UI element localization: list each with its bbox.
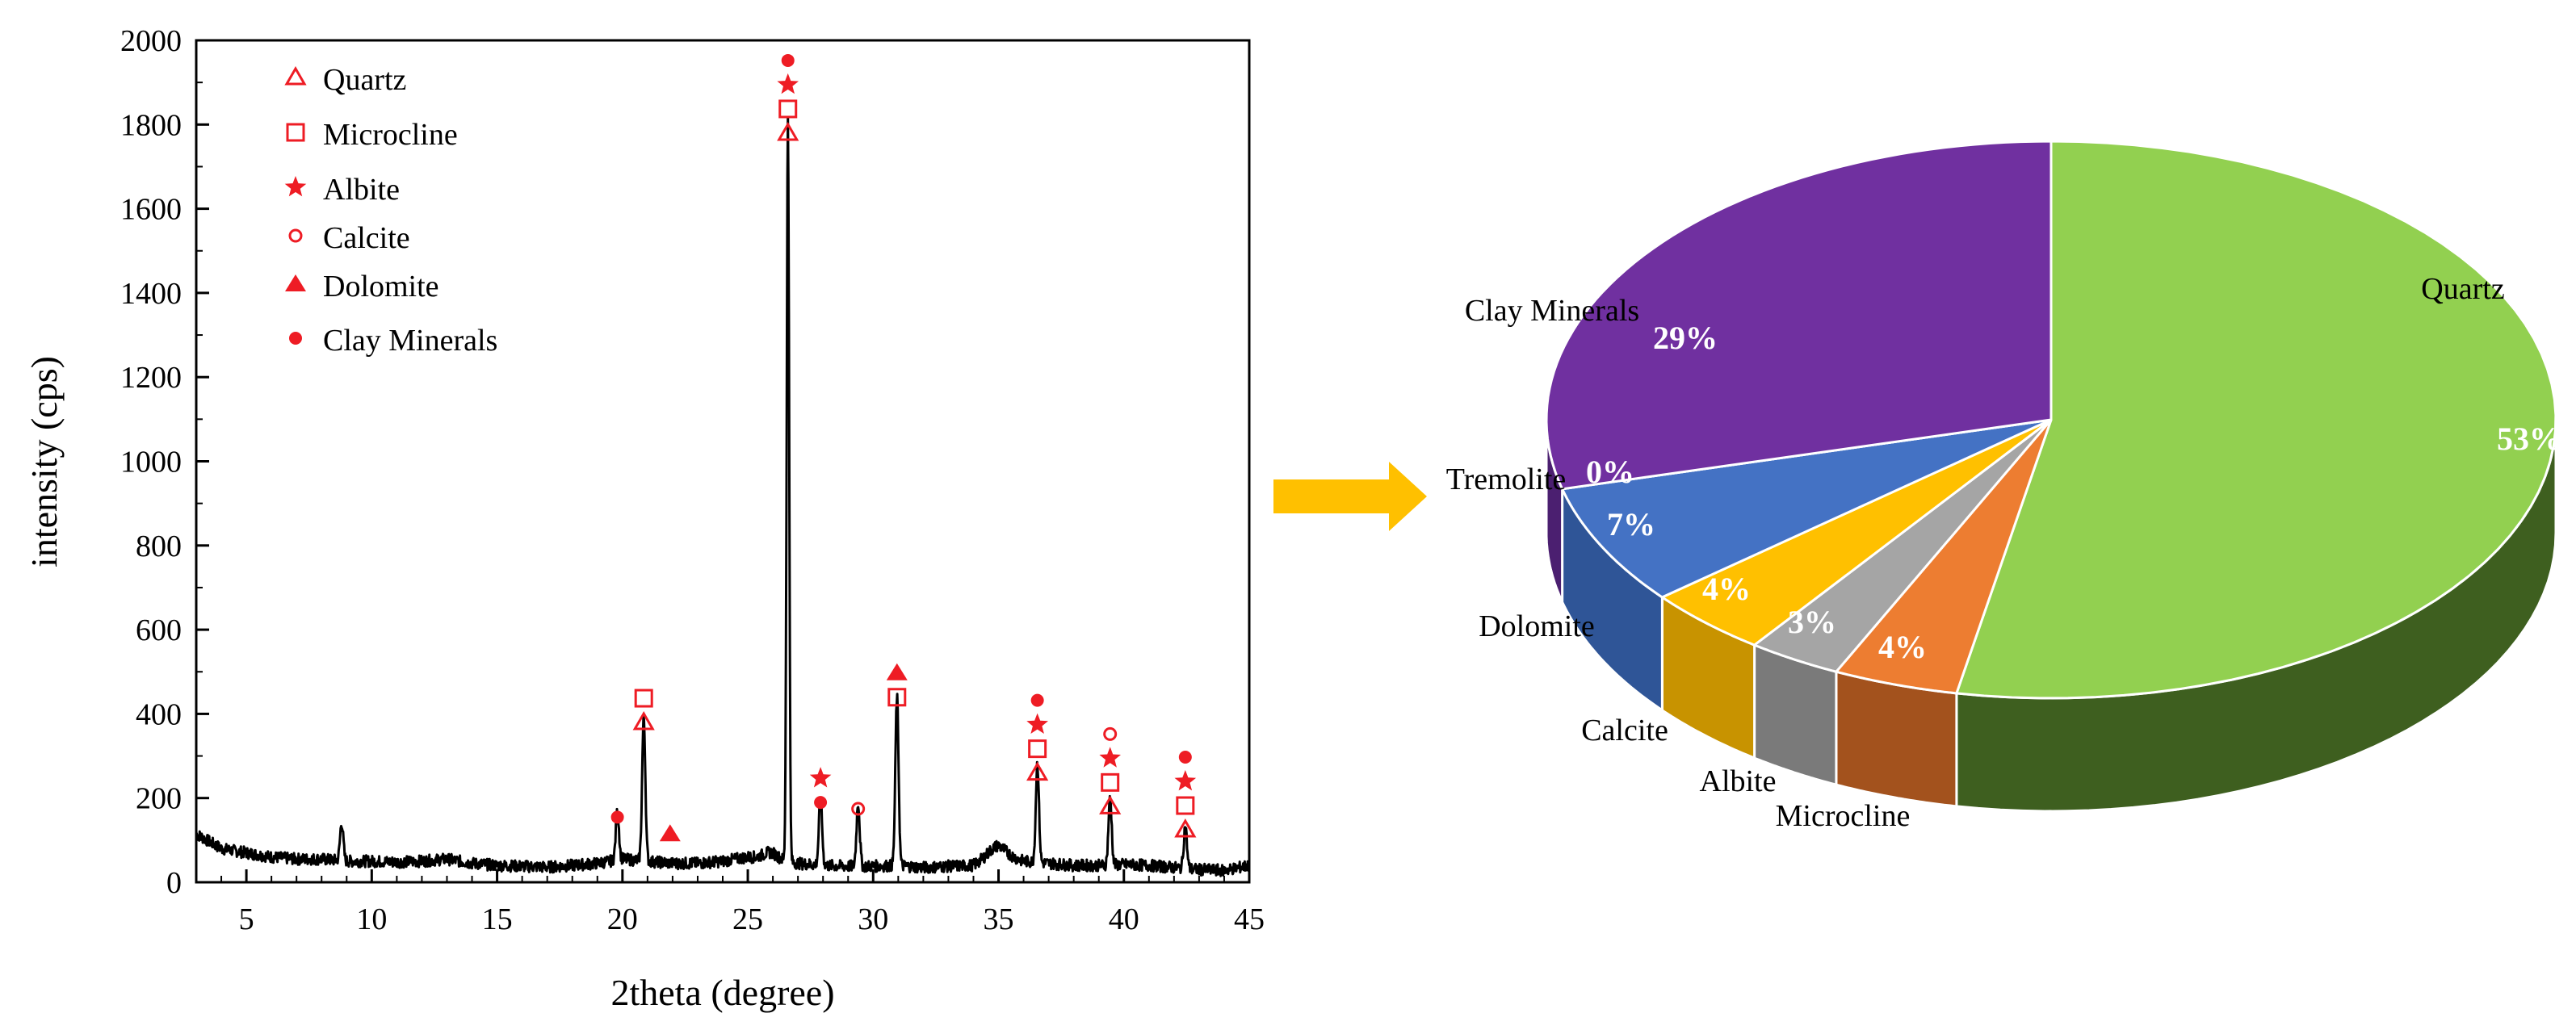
pie-category-label: Dolomite (1479, 609, 1595, 643)
albite-marker (284, 176, 307, 197)
albite-marker (1026, 713, 1048, 734)
albite-marker (777, 73, 799, 94)
microcline-marker (634, 689, 653, 708)
clay-minerals-marker (1030, 693, 1044, 707)
pie-pct-label: 4% (1878, 629, 1927, 665)
clay-minerals-marker (610, 810, 624, 824)
pie-slice-microcline (1834, 419, 2053, 695)
xrd-trace-line (195, 116, 1250, 877)
clay-minerals-marker (814, 796, 828, 810)
quartz-marker (1174, 818, 1197, 838)
pie-slice-calcite (1659, 418, 2052, 647)
calcite-marker (851, 802, 866, 816)
dolomite-marker (886, 663, 908, 680)
pie-category-label: Calcite (1581, 714, 1668, 747)
legend-label: Microcline (323, 118, 458, 152)
y-tick-label: 1200 (120, 361, 182, 395)
pie-pct-label: 7% (1607, 506, 1655, 542)
x-tick-label: 15 (482, 902, 513, 936)
xrd-legend: Quartz Microcline Albite Calcite Dolomite Cla… (284, 63, 497, 358)
clay-minerals-marker (1178, 751, 1192, 764)
pie-pct-label: 0% (1586, 454, 1634, 490)
legend-label: Albite (323, 173, 400, 207)
albite-marker (809, 767, 832, 788)
clay-minerals-marker (289, 332, 302, 345)
pie-category-label: Microcline (1776, 799, 1911, 833)
y-tick-label: 1400 (120, 277, 182, 311)
y-tick-label: 800 (136, 530, 182, 563)
xrd-plot-frame (195, 39, 1251, 884)
pie-category-label: Albite (1700, 764, 1777, 798)
pie-slice-dolomite (1560, 418, 2052, 599)
albite-marker (1174, 770, 1197, 791)
xrd-chart: 5 10 15 20 25 30 35 40 45 0 200 400 600 800 1000 1200 14… (23, 24, 1265, 1013)
legend-label: Calcite (323, 221, 410, 255)
xrd-peak-markers (610, 53, 1197, 842)
microcline-marker (1101, 772, 1120, 792)
y-tick-label: 0 (166, 866, 182, 900)
calcite-marker (1103, 726, 1118, 741)
quartz-marker (1099, 795, 1122, 814)
dolomite-marker (659, 824, 681, 842)
pie-pct-label: 53% (2497, 421, 2561, 457)
microcline-marker (286, 123, 305, 142)
pie-pct-label: 4% (1702, 571, 1751, 607)
y-tick-label: 1000 (120, 446, 182, 479)
albite-marker (1099, 747, 1121, 768)
x-tick-label: 40 (1109, 902, 1139, 936)
quartz-marker (777, 121, 799, 141)
pie-slices (1545, 140, 2557, 700)
x-tick-label: 35 (984, 902, 1014, 936)
xrd-ticks: 5 10 15 20 25 30 35 40 45 0 200 400 600 800 1000 1200 14… (120, 24, 1265, 936)
microcline-marker (1028, 739, 1047, 759)
pie-pct-label: 29% (1653, 320, 1718, 356)
x-tick-label: 5 (239, 902, 254, 936)
microcline-marker (887, 688, 907, 707)
pie-pct-label: 3% (1788, 604, 1836, 640)
y-tick-label: 1800 (120, 108, 182, 142)
pie-category-label: Tremolite (1446, 463, 1567, 496)
legend-label: Quartz (323, 63, 406, 97)
x-tick-label: 10 (356, 902, 387, 936)
quartz-marker (1026, 761, 1049, 781)
y-tick-label: 600 (136, 613, 182, 647)
y-tick-label: 2000 (120, 24, 182, 58)
y-axis-title: intensity (cps) (23, 356, 65, 567)
x-tick-label: 20 (607, 902, 638, 936)
legend-label: Dolomite (323, 270, 439, 304)
microcline-marker (1176, 796, 1195, 815)
pie-slice-quartz (1954, 140, 2557, 700)
calcite-marker (288, 228, 303, 243)
dolomite-marker (285, 274, 306, 291)
y-tick-label: 400 (136, 697, 182, 731)
pie-category-label: Quartz (2421, 272, 2504, 306)
clay-minerals-marker (781, 53, 795, 67)
pie-category-label: Clay Minerals (1465, 294, 1639, 328)
arrow-icon (1273, 462, 1427, 531)
x-tick-label: 30 (858, 902, 888, 936)
microcline-marker (778, 99, 798, 119)
x-tick-label: 25 (732, 902, 763, 936)
x-tick-label: 45 (1234, 902, 1265, 936)
y-tick-label: 1600 (120, 193, 182, 227)
pie-percent-labels: 53% 4% 3% 4% 7% 0% 29% (1586, 320, 2561, 665)
y-tick-label: 200 (136, 782, 182, 816)
pie-slice-clay-minerals (1545, 140, 2053, 491)
quartz-marker (284, 66, 307, 86)
x-axis-title: 2theta (degree) (610, 972, 834, 1013)
pie-slice-albite (1752, 418, 2053, 673)
quartz-marker (632, 711, 655, 730)
legend-label: Clay Minerals (323, 324, 497, 358)
